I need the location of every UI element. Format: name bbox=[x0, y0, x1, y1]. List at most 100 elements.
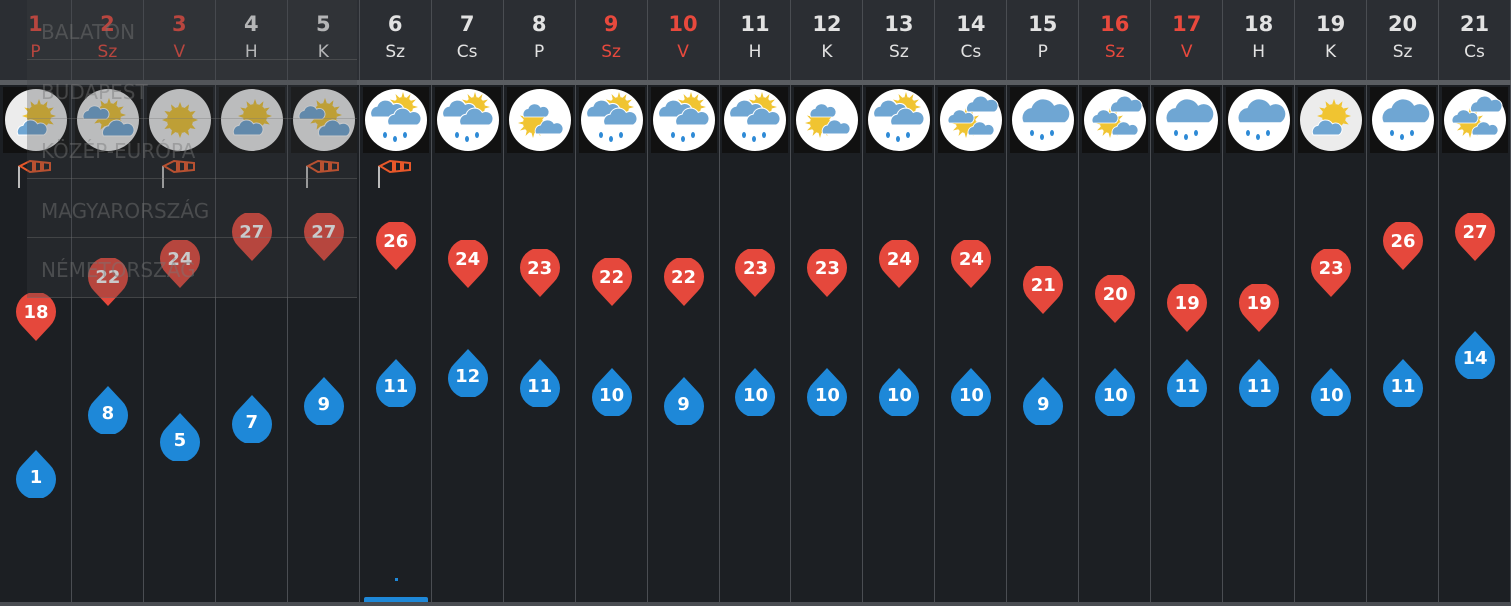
day-number: 10 bbox=[668, 12, 698, 36]
max-temp-pin: 19 bbox=[1167, 284, 1208, 334]
day-header: 21 Cs bbox=[1439, 0, 1510, 80]
min-temp-pin: 10 bbox=[807, 366, 848, 416]
day-header: 7 Cs bbox=[431, 0, 503, 80]
max-temp-pin: 24 bbox=[879, 239, 920, 290]
day-of-week: Cs bbox=[1464, 42, 1485, 62]
min-temp-pin: 9 bbox=[1023, 375, 1064, 425]
day-number: 5 bbox=[315, 12, 331, 36]
day-column[interactable]: 19 K 23 10 bbox=[1295, 0, 1368, 602]
day-number: 9 bbox=[603, 12, 619, 36]
max-temp-pin: 26 bbox=[375, 221, 416, 272]
windsock-icon bbox=[376, 159, 416, 194]
min-temp: 9 bbox=[1037, 393, 1050, 415]
max-temp-pin: 27 bbox=[231, 213, 272, 263]
day-header: 12 K bbox=[791, 0, 863, 80]
min-temp: 5 bbox=[173, 430, 187, 452]
max-temp-pin: 26 bbox=[1383, 221, 1424, 272]
day-column[interactable]: 2 Sz 22 8 bbox=[71, 0, 144, 602]
day-header: 5 K bbox=[287, 0, 359, 80]
min-temp-pin: 5 bbox=[159, 411, 200, 462]
max-temp: 26 bbox=[1390, 230, 1416, 252]
day-column[interactable]: 9 Sz 22 10 bbox=[575, 0, 648, 602]
day-of-week: P bbox=[533, 42, 545, 62]
rain-sun-icon bbox=[362, 87, 429, 153]
min-temp: 7 bbox=[245, 412, 259, 434]
day-of-week: V bbox=[1180, 42, 1193, 62]
max-temp: 26 bbox=[383, 230, 409, 252]
cloud-sun-icon bbox=[506, 87, 573, 153]
indicator-dot bbox=[395, 578, 398, 581]
min-temp: 14 bbox=[1462, 348, 1488, 370]
day-header: 1 P bbox=[0, 0, 71, 80]
day-column[interactable]: 18 H 19 11 bbox=[1223, 0, 1296, 602]
max-temp: 24 bbox=[167, 248, 193, 270]
region-item-kozep-europa[interactable]: KÖZÉP-EURÓPA bbox=[27, 119, 357, 179]
max-temp-pin: 23 bbox=[807, 248, 848, 299]
max-temp: 27 bbox=[311, 222, 337, 243]
windsock-icon bbox=[16, 159, 56, 194]
min-temp: 10 bbox=[742, 384, 769, 406]
day-header: 20 Sz bbox=[1367, 0, 1439, 80]
region-item-nemetorszag[interactable]: NÉMETORSZÁG bbox=[27, 238, 357, 298]
rain-icon bbox=[1226, 87, 1293, 153]
day-column[interactable]: 12 K 23 10 bbox=[791, 0, 864, 602]
max-temp: 27 bbox=[239, 222, 265, 243]
day-of-week: K bbox=[317, 42, 329, 62]
day-header: 17 V bbox=[1151, 0, 1223, 80]
region-item-budapest[interactable]: BUDAPEST bbox=[27, 60, 357, 119]
max-temp-pin: 22 bbox=[591, 257, 632, 308]
day-column[interactable]: 7 Cs 24 12 bbox=[431, 0, 504, 602]
day-column[interactable]: 13 Sz 24 10 bbox=[863, 0, 936, 602]
day-header: 10 V bbox=[647, 0, 719, 80]
min-temp-pin: 8 bbox=[87, 384, 128, 434]
day-number: 1 bbox=[28, 12, 43, 36]
day-column[interactable]: 10 V 22 9 bbox=[647, 0, 720, 602]
max-temp: 23 bbox=[814, 257, 840, 279]
region-item-balaton[interactable]: BALATON bbox=[27, 0, 357, 60]
max-temp: 27 bbox=[1462, 222, 1488, 243]
day-number: 4 bbox=[244, 12, 259, 36]
max-temp-pin: 22 bbox=[87, 257, 128, 308]
day-column[interactable]: 17 V 19 11 bbox=[1151, 0, 1224, 602]
day-column[interactable]: 6 Sz 26 11 bbox=[359, 0, 432, 602]
day-column[interactable]: 20 Sz 26 11 bbox=[1367, 0, 1440, 602]
min-temp: 8 bbox=[101, 402, 115, 424]
max-temp: 18 bbox=[23, 302, 49, 324]
max-temp: 24 bbox=[958, 248, 984, 270]
day-column[interactable]: 16 Sz 20 10 bbox=[1079, 0, 1152, 602]
day-column[interactable]: 14 Cs 24 10 bbox=[935, 0, 1008, 602]
day-header: 9 Sz bbox=[575, 0, 647, 80]
day-column[interactable]: 3 V 24 5 bbox=[143, 0, 216, 602]
min-temp-pin: 10 bbox=[591, 366, 632, 416]
max-temp: 22 bbox=[671, 266, 697, 288]
day-number: 8 bbox=[531, 12, 547, 36]
region-item-magyarorszag[interactable]: MAGYARORSZÁG bbox=[27, 179, 357, 238]
windsock-icon bbox=[304, 159, 344, 194]
day-number: 6 bbox=[387, 12, 403, 36]
day-of-week: P bbox=[1037, 42, 1048, 62]
day-column[interactable]: 15 P 21 9 bbox=[1007, 0, 1080, 602]
day-header: 3 V bbox=[143, 0, 215, 80]
day-of-week: Sz bbox=[889, 42, 909, 62]
min-temp: 10 bbox=[1318, 384, 1344, 406]
selected-day-indicator bbox=[364, 597, 428, 602]
day-number: 16 bbox=[1100, 12, 1130, 36]
min-temp-pin: 10 bbox=[1095, 366, 1136, 416]
day-column[interactable]: 21 Cs 27 14 bbox=[1439, 0, 1511, 602]
day-number: 20 bbox=[1387, 12, 1418, 36]
day-header: 13 Sz bbox=[863, 0, 935, 80]
max-temp-pin: 23 bbox=[519, 248, 560, 299]
day-of-week: Sz bbox=[1392, 42, 1413, 62]
min-temp-pin: 9 bbox=[303, 375, 344, 425]
max-temp-pin: 24 bbox=[447, 239, 488, 290]
max-temp: 19 bbox=[1246, 293, 1272, 315]
min-temp: 11 bbox=[1390, 375, 1416, 397]
day-number: 18 bbox=[1244, 12, 1274, 36]
day-column[interactable]: 5 K 27 9 bbox=[287, 0, 360, 602]
day-column[interactable]: 8 P 23 11 bbox=[503, 0, 576, 602]
max-temp-pin: 23 bbox=[1311, 248, 1352, 299]
partly-sunny-icon bbox=[2, 87, 69, 153]
day-column[interactable]: 11 H 23 10 bbox=[719, 0, 792, 602]
day-column[interactable]: 1 P 18 1 bbox=[0, 0, 72, 602]
day-column[interactable]: 4 H 27 7 bbox=[215, 0, 288, 602]
